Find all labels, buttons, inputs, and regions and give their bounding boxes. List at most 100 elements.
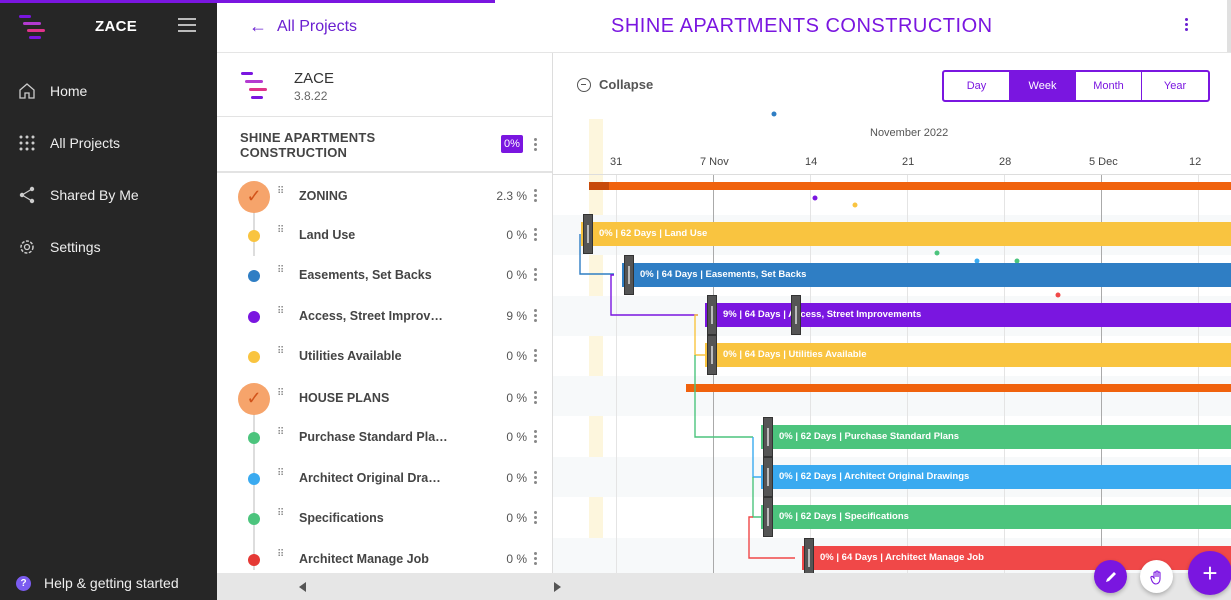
- task-group-row[interactable]: ✓ ⠿ HOUSE PLANS 0 %: [217, 378, 553, 418]
- scroll-left-icon[interactable]: [299, 582, 306, 592]
- bar-drag-handle[interactable]: [707, 335, 717, 375]
- task-menu-icon[interactable]: [531, 511, 539, 525]
- grid-icon: [18, 134, 36, 152]
- bar-drag-handle[interactable]: [707, 295, 717, 335]
- grid-line: [1198, 175, 1199, 573]
- bar-drag-handle[interactable]: [804, 538, 814, 573]
- task-progress: 0 %: [506, 391, 527, 405]
- task-row[interactable]: ⠿ Land Use 0 %: [217, 215, 553, 255]
- pan-button[interactable]: [1140, 560, 1173, 593]
- group-summary-bar[interactable]: [686, 384, 1231, 392]
- task-name: ZONING: [299, 189, 348, 203]
- drag-handle-icon[interactable]: ⠿: [277, 427, 286, 438]
- task-row[interactable]: ⠿ Access, Street Improvem... 9 %: [217, 296, 553, 336]
- arrow-left-icon: ←: [249, 16, 267, 36]
- drag-handle-icon[interactable]: ⠿: [277, 225, 286, 236]
- timescale-divider: [553, 174, 1231, 175]
- drag-handle-icon[interactable]: ⠿: [277, 186, 286, 197]
- bar-drag-handle[interactable]: [763, 457, 773, 497]
- task-row[interactable]: ⠿ Purchase Standard Plans 0 %: [217, 417, 553, 457]
- task-row[interactable]: ⠿ Architect Original Drawings 0 %: [217, 458, 553, 498]
- scrollbar[interactable]: [1227, 0, 1231, 52]
- add-task-button[interactable]: +: [1188, 551, 1231, 595]
- collapse-button[interactable]: Collapse: [577, 77, 653, 92]
- view-day-button[interactable]: Day: [944, 72, 1010, 100]
- task-bar[interactable]: 0% | 62 Days | Land Use: [581, 222, 1231, 246]
- view-year-button[interactable]: Year: [1163, 80, 1187, 92]
- task-row[interactable]: ⠿ Utilities Available 0 %: [217, 336, 553, 376]
- task-status-dot: [248, 473, 260, 485]
- drag-handle-icon[interactable]: ⠿: [277, 265, 286, 276]
- horizontal-scrollbar[interactable]: [217, 573, 1231, 600]
- drag-handle-icon[interactable]: ⠿: [277, 508, 286, 519]
- task-bar[interactable]: 0% | 62 Days | Architect Original Drawin…: [761, 465, 1231, 489]
- top-header: ← All Projects SHINE APARTMENTS CONSTRUC…: [217, 0, 1231, 53]
- project-menu-icon[interactable]: [531, 138, 539, 152]
- bar-drag-handle[interactable]: [583, 214, 593, 254]
- app-info: ZACE 3.8.22: [217, 53, 552, 117]
- bar-drag-handle[interactable]: [624, 255, 634, 295]
- task-menu-icon[interactable]: [531, 430, 539, 444]
- timescale-tick: 31: [610, 156, 623, 168]
- group-check-icon[interactable]: ✓: [238, 383, 270, 415]
- task-status-dot: [248, 432, 260, 444]
- task-menu-icon[interactable]: [531, 309, 539, 323]
- task-row[interactable]: ⠿ Architect Manage Job 0 %: [217, 539, 553, 579]
- back-to-all-projects[interactable]: ← All Projects: [249, 16, 357, 37]
- bar-drag-handle[interactable]: [763, 417, 773, 457]
- dependency-endpoint: [812, 195, 818, 201]
- dependency-endpoint: [852, 202, 858, 208]
- hamburger-menu-icon[interactable]: [178, 18, 196, 32]
- task-progress: 0 %: [506, 268, 527, 282]
- task-row[interactable]: ⠿ Specifications 0 %: [217, 498, 553, 538]
- task-bar-label: 9% | 64 Days | Access, Street Improvemen…: [723, 309, 922, 320]
- drag-handle-icon[interactable]: ⠿: [277, 549, 286, 560]
- task-bar-label: 0% | 64 Days | Architect Manage Job: [820, 552, 984, 563]
- task-bar[interactable]: 9% | 64 Days | Access, Street Improvemen…: [705, 303, 1231, 327]
- task-menu-icon[interactable]: [531, 189, 539, 203]
- task-bar[interactable]: 0% | 64 Days | Utilities Available: [705, 343, 1231, 367]
- group-summary-bar[interactable]: [589, 182, 1231, 190]
- task-group-row[interactable]: ✓ ⠿ ZONING 2.3 %: [217, 176, 553, 216]
- bar-drag-handle[interactable]: [763, 497, 773, 537]
- dependency-lines: [579, 111, 1061, 559]
- group-check-icon[interactable]: ✓: [238, 181, 270, 213]
- task-menu-icon[interactable]: [531, 349, 539, 363]
- month-label: November 2022: [870, 127, 949, 139]
- task-name: Land Use: [299, 228, 356, 242]
- task-panel: ZACE 3.8.22 SHINE APARTMENTS CONSTRUCTIO…: [217, 53, 553, 573]
- share-icon: [18, 186, 36, 204]
- task-menu-icon[interactable]: [531, 471, 539, 485]
- drag-handle-icon[interactable]: ⠿: [277, 388, 286, 399]
- task-bar[interactable]: 0% | 64 Days | Easements, Set Backs: [622, 263, 1231, 287]
- task-menu-icon[interactable]: [531, 391, 539, 405]
- task-status-dot: [248, 311, 260, 323]
- project-row[interactable]: SHINE APARTMENTS CONSTRUCTION 0%: [217, 117, 552, 173]
- task-bar-label: 0% | 62 Days | Land Use: [599, 228, 708, 239]
- task-bar[interactable]: 0% | 62 Days | Purchase Standard Plans: [761, 425, 1231, 449]
- nav-home[interactable]: Home: [0, 71, 217, 111]
- edit-button[interactable]: [1094, 560, 1127, 593]
- task-menu-icon[interactable]: [531, 552, 539, 566]
- nav-settings[interactable]: Settings: [0, 227, 217, 267]
- help-link[interactable]: ? Help & getting started: [16, 575, 179, 591]
- drag-handle-icon[interactable]: ⠿: [277, 346, 286, 357]
- task-row[interactable]: ⠿ Easements, Set Backs 0 %: [217, 255, 553, 295]
- task-menu-icon[interactable]: [531, 228, 539, 242]
- view-month-button[interactable]: Month: [1076, 72, 1142, 100]
- progress-drag-handle[interactable]: [791, 295, 801, 335]
- task-status-dot: [248, 554, 260, 566]
- drag-handle-icon[interactable]: ⠿: [277, 306, 286, 317]
- view-week-button[interactable]: Week: [1010, 72, 1076, 100]
- scroll-right-icon[interactable]: [554, 582, 561, 592]
- nav-all-projects[interactable]: All Projects: [0, 123, 217, 163]
- zace-logo-icon: [241, 72, 267, 99]
- gantt-row: [553, 376, 1231, 416]
- drag-handle-icon[interactable]: ⠿: [277, 468, 286, 479]
- nav-shared-by-me[interactable]: Shared By Me: [0, 175, 217, 215]
- grid-line: [810, 175, 811, 573]
- task-menu-icon[interactable]: [531, 268, 539, 282]
- task-name: Architect Original Drawings: [299, 471, 449, 485]
- more-options-icon[interactable]: [1181, 18, 1191, 38]
- task-bar[interactable]: 0% | 62 Days | Specifications: [761, 505, 1231, 529]
